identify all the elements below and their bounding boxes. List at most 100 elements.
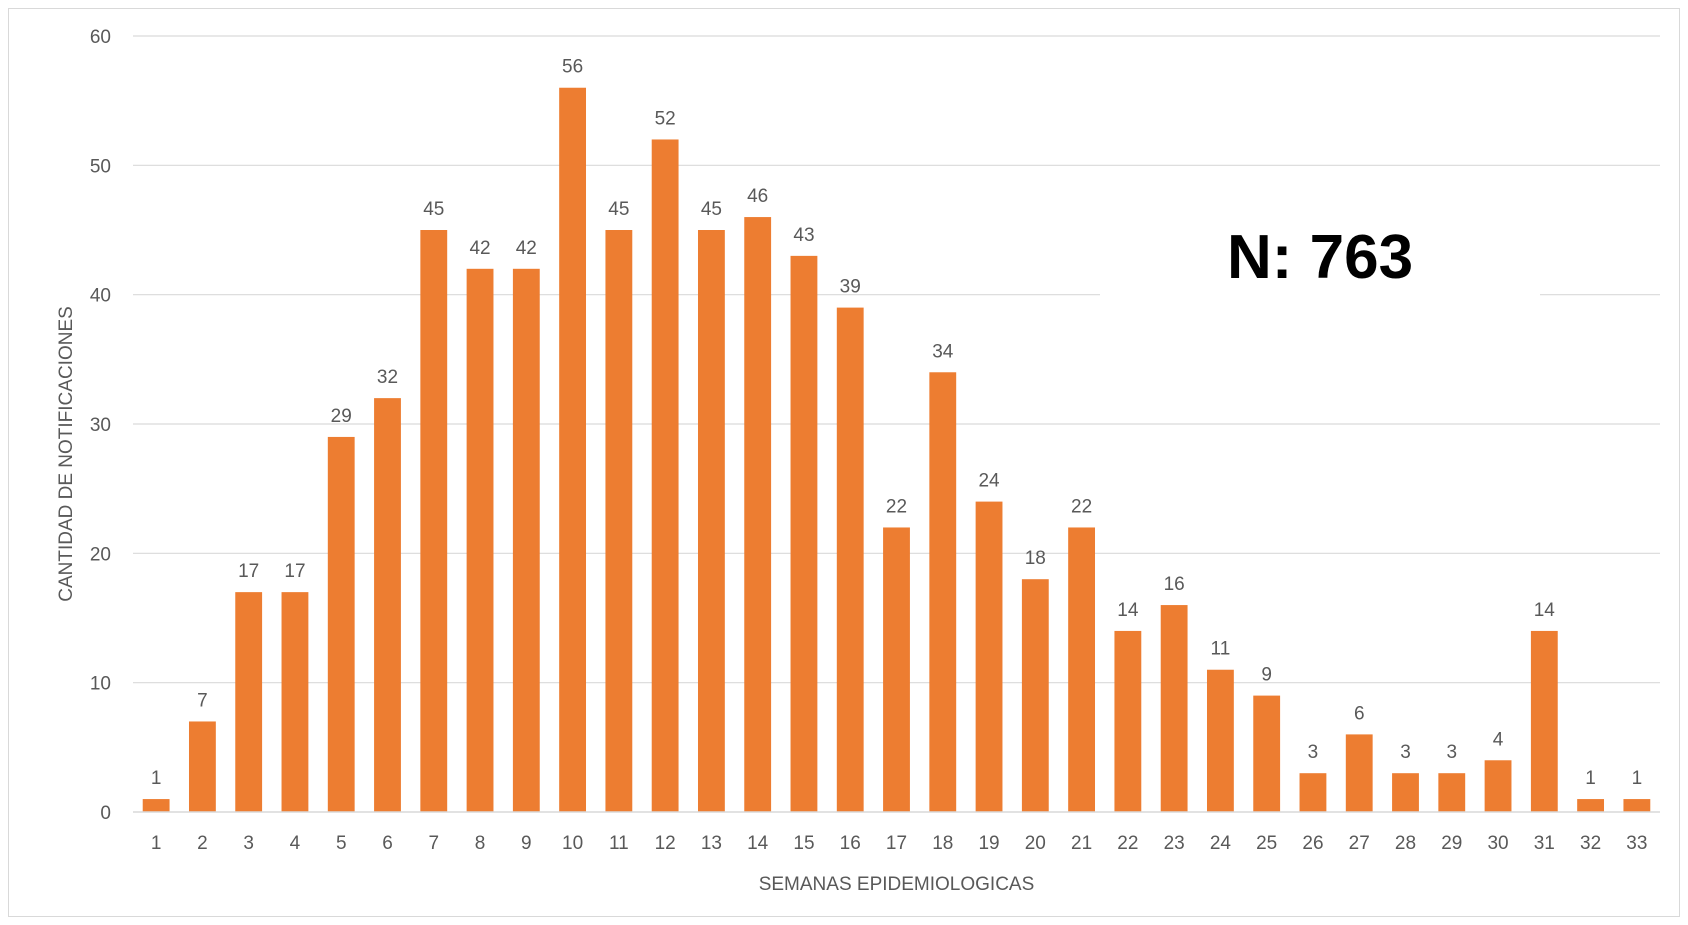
x-tick-label: 5: [336, 833, 347, 854]
bar: [1577, 799, 1605, 812]
y-tick-label: 0: [100, 803, 111, 824]
data-label: 45: [608, 199, 629, 220]
bar: [559, 87, 587, 812]
data-label: 1: [1632, 768, 1643, 789]
data-label: 56: [562, 57, 583, 78]
x-tick-label: 16: [840, 833, 861, 854]
bar: [1160, 605, 1188, 812]
data-label: 39: [840, 277, 861, 298]
total-count-annotation: N: 763: [1227, 223, 1413, 292]
x-tick-label: 29: [1441, 833, 1462, 854]
data-label: 45: [423, 199, 444, 220]
bar: [1623, 799, 1651, 812]
data-label: 4: [1493, 729, 1504, 750]
bar: [281, 592, 309, 812]
x-tick-label: 3: [243, 833, 254, 854]
x-tick-label: 6: [382, 833, 393, 854]
x-tick-label: 30: [1487, 833, 1508, 854]
data-label: 3: [1446, 742, 1457, 763]
y-tick-label: 60: [90, 27, 111, 48]
y-axis-ticks: 0 10 20 30 40 50 60: [90, 27, 111, 824]
data-label: 3: [1400, 742, 1411, 763]
bar: [744, 217, 772, 813]
bar: [1392, 773, 1419, 812]
bar: [1206, 669, 1234, 812]
data-label: 1: [1585, 768, 1596, 789]
x-tick-label: 20: [1025, 833, 1046, 854]
x-tick-label: 33: [1626, 833, 1647, 854]
data-label: 7: [197, 690, 208, 711]
bar: [1114, 630, 1142, 812]
bar: [466, 268, 494, 812]
x-tick-label: 18: [932, 833, 953, 854]
bar: [975, 501, 1003, 812]
y-tick-label: 30: [90, 415, 111, 436]
data-label: 32: [377, 367, 398, 388]
bar: [697, 230, 725, 812]
bar: [1253, 695, 1281, 812]
annotation-background: [1100, 200, 1540, 320]
x-tick-label: 13: [701, 833, 722, 854]
data-label: 17: [238, 561, 259, 582]
x-tick-label: 32: [1580, 833, 1601, 854]
data-label: 18: [1025, 548, 1046, 569]
y-axis-title: CANTIDAD DE NOTIFICACIONES: [56, 306, 77, 602]
data-label: 6: [1354, 703, 1365, 724]
data-label: 16: [1164, 574, 1185, 595]
data-label: 22: [886, 496, 907, 517]
data-label: 11: [1211, 639, 1231, 660]
bar: [188, 721, 216, 812]
x-tick-label: 23: [1164, 833, 1185, 854]
x-tick-label: 4: [290, 833, 301, 854]
x-tick-label: 10: [562, 833, 583, 854]
x-tick-label: 28: [1395, 833, 1416, 854]
data-label: 17: [284, 561, 305, 582]
bar: [235, 592, 263, 812]
data-label: 45: [701, 199, 722, 220]
x-tick-label: 8: [475, 833, 486, 854]
x-tick-label: 2: [197, 833, 208, 854]
x-tick-label: 26: [1302, 833, 1323, 854]
data-label: 46: [747, 186, 768, 207]
bar: [142, 799, 170, 812]
data-label: 9: [1261, 665, 1272, 686]
data-label: 1: [151, 768, 162, 789]
x-tick-label: 14: [747, 833, 769, 854]
bar: [420, 230, 448, 812]
x-tick-label: 15: [793, 833, 814, 854]
x-tick-label: 24: [1210, 833, 1232, 854]
chart-frame: [8, 8, 1680, 917]
bar: [929, 372, 957, 812]
bar: [374, 398, 401, 812]
y-tick-label: 10: [90, 674, 111, 695]
x-tick-label: 1: [151, 833, 162, 854]
x-axis-title: SEMANAS EPIDEMIOLOGICAS: [759, 874, 1035, 895]
data-label: 52: [655, 108, 676, 129]
bar: [1438, 773, 1466, 812]
data-label: 43: [793, 225, 814, 246]
data-label: 42: [516, 238, 537, 259]
bar: [1299, 773, 1327, 812]
bar: [1068, 527, 1096, 812]
x-tick-label: 11: [609, 833, 629, 854]
bars: [142, 87, 1651, 813]
data-label: 14: [1117, 600, 1139, 621]
data-label: 42: [469, 238, 490, 259]
bar: [790, 255, 818, 812]
bar: [512, 268, 540, 812]
data-label: 14: [1534, 600, 1556, 621]
y-tick-label: 20: [90, 544, 111, 565]
x-tick-label: 19: [978, 833, 999, 854]
y-tick-label: 50: [90, 156, 111, 177]
y-tick-label: 40: [90, 286, 111, 307]
x-tick-label: 7: [428, 833, 439, 854]
data-label: 34: [932, 341, 954, 362]
bar: [883, 527, 910, 812]
x-axis-ticks: 1 2 3 4 5 6 7 8 9 10 11 12 13 14 15 16 17 18 19 20 21 22 23 24 2…: [151, 833, 1648, 854]
bar: [1021, 579, 1049, 812]
bar: [1345, 734, 1373, 812]
x-tick-label: 12: [655, 833, 676, 854]
x-tick-label: 17: [886, 833, 907, 854]
